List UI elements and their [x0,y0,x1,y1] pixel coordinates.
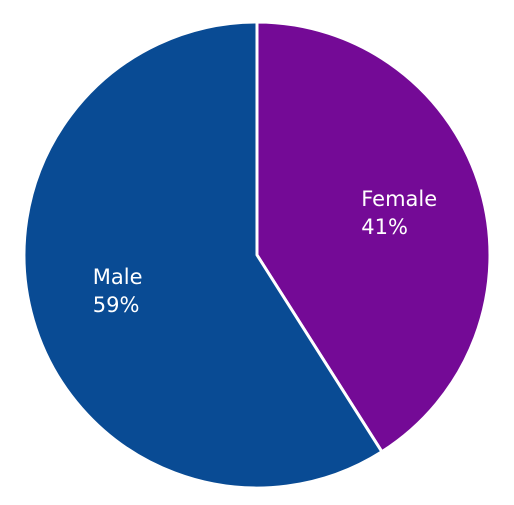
pie-slice-male [22,20,384,490]
pie-slices [22,20,492,490]
slice-label-male-value: 59% [93,293,140,317]
slice-label-male-name: Male [93,265,143,289]
slice-label-female-name: Female [361,187,437,211]
slice-label-female-value: 41% [361,215,408,239]
pie-labels: Female 41% Male 59% [93,187,437,317]
